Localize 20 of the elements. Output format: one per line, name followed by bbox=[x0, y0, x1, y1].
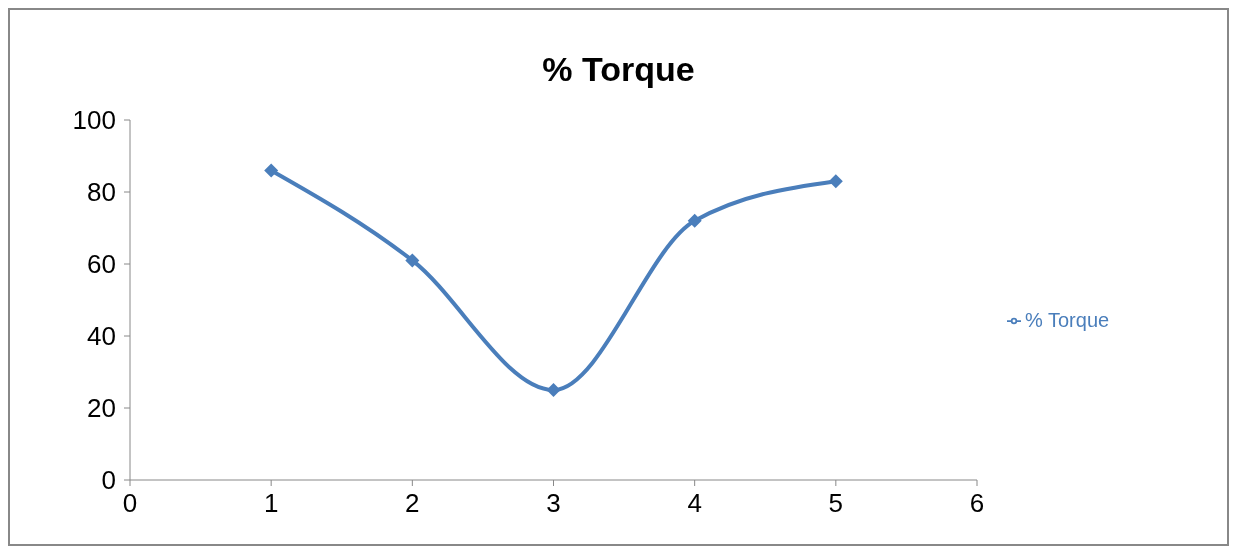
y-tick-label: 0 bbox=[101, 465, 116, 496]
x-tick-label: 3 bbox=[546, 488, 561, 519]
x-tick-label: 0 bbox=[122, 488, 138, 519]
x-tick-label: 6 bbox=[969, 488, 985, 519]
y-tick-label: 40 bbox=[87, 321, 116, 352]
point bbox=[687, 213, 702, 228]
y-tick-label: 100 bbox=[72, 105, 116, 136]
chart-title: % Torque bbox=[541, 50, 696, 90]
x-tick-label: 1 bbox=[263, 488, 279, 519]
x-tick-label: 2 bbox=[405, 488, 420, 519]
y-tick-label: 80 bbox=[87, 177, 116, 208]
y-tick-label: 20 bbox=[87, 393, 116, 424]
point bbox=[264, 163, 279, 178]
x-tick-label: 4 bbox=[687, 488, 702, 519]
y-tick-label: 60 bbox=[87, 249, 116, 280]
point bbox=[405, 253, 420, 268]
legend-label: % Torque bbox=[1025, 308, 1110, 331]
x-tick-label: 5 bbox=[828, 488, 844, 519]
point bbox=[828, 174, 843, 189]
point bbox=[546, 383, 561, 397]
